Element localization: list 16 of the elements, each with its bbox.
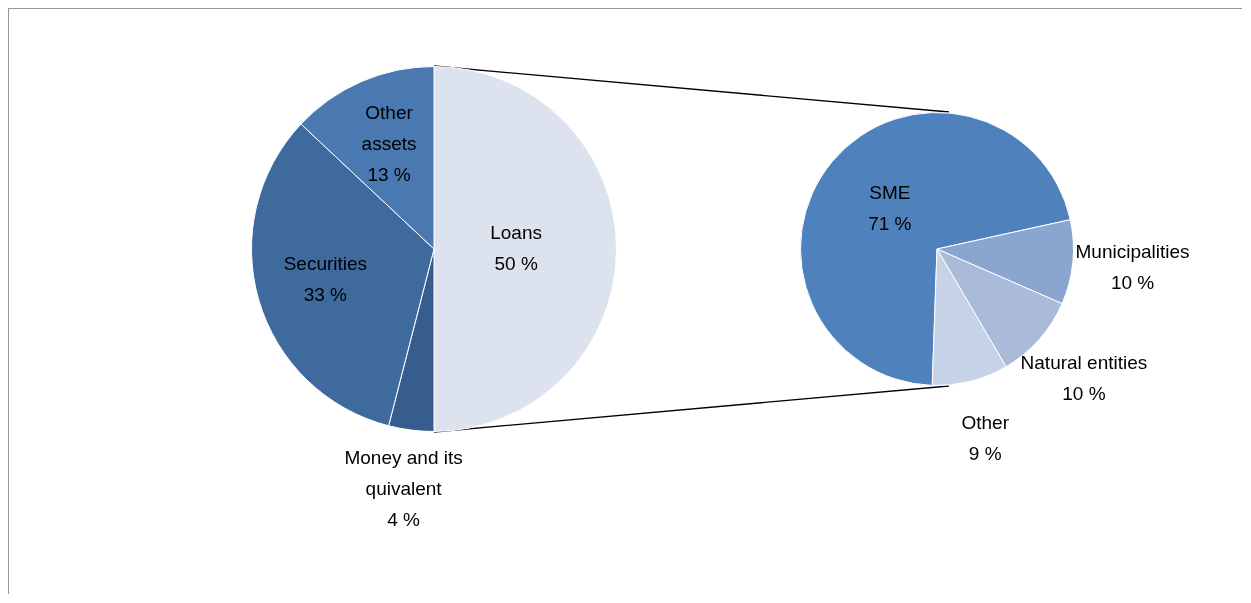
- data-label: 71 %: [868, 213, 912, 235]
- data-label: 33 %: [303, 284, 348, 306]
- slice-label: Loans: [490, 221, 543, 243]
- data-label: 9 %: [968, 443, 1002, 465]
- slice-label: SME: [869, 182, 911, 204]
- data-label: 4 %: [387, 508, 421, 530]
- slice-label: Other: [961, 412, 1010, 434]
- data-label: 10 %: [1062, 383, 1106, 405]
- data-label: 10 %: [1110, 271, 1155, 293]
- slice-label: Natural entities: [1020, 352, 1148, 374]
- slice-label: Securities: [283, 253, 368, 275]
- data-label: 50 %: [494, 252, 538, 274]
- slice-label: Municipalities: [1075, 240, 1190, 262]
- data-label: 13 %: [367, 164, 411, 186]
- slice-label: Other assets: [361, 102, 417, 155]
- slice-label: Money and its quivalent: [344, 446, 463, 499]
